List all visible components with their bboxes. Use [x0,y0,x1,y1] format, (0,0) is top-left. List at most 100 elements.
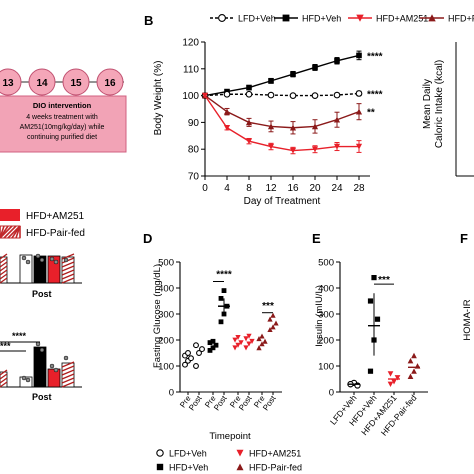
panel-d-xtick-label: Post [237,393,254,412]
panel-e-point [411,368,417,374]
panel-b-point [246,84,252,91]
panel-d-point-post [270,324,276,330]
panel-c-lower-hatch [61,377,75,384]
panel-d-xtick-label: Post [261,393,278,412]
panel-c-lower-point [35,341,41,347]
panel-b-xtick-label: 8 [246,183,252,194]
legend-bottom-label: LFD+Veh [169,449,207,459]
panel-e-point [387,381,394,388]
panel-d-ytick-label: 100 [158,362,174,373]
panel-b-chart: Body Weight (%) Day of Treatment 7080901… [153,38,383,208]
panel-c-lower-point [53,367,59,373]
panel-b-point [289,124,297,131]
panel-c-lower-hatch [0,369,8,376]
panel-b-xtick-label: 24 [331,183,343,194]
panel-e-chart: Insulin (mIU/L) 0100200300400500LFD+VehH… [314,258,428,438]
panel-b-xtick-label: 12 [265,183,277,194]
panel-d-point-pre [210,338,216,344]
panel-d-point-pre [232,345,238,351]
timeline: 13 14 15 16 DIO intervention 4 weeks treatm… [0,68,127,153]
panel-c-upper-point [53,259,59,265]
panel-b-point [333,116,341,123]
panel-b-point [267,143,275,150]
panel-b-point [223,124,231,131]
panel-d-point-post [221,288,227,293]
panel-c-upper-point [49,256,55,262]
panel-c-significance: **** [12,331,27,341]
panel-b-ytick-label: 90 [188,118,200,129]
panel-b-ytick-label: 100 [182,91,199,102]
panel-c-upper-point [21,255,27,261]
panel-d-ytick-label: 500 [158,258,174,269]
panel-c-lower-hatch [61,369,75,376]
panel-b-point [223,108,231,115]
panel-b-series-line [204,54,360,97]
panel-c-upper-point [39,257,45,263]
panel-b-point [245,90,253,98]
legend-top: LFD+Veh HFD+Veh HFD+AM251 HFD+Pair-fed [210,14,474,24]
panel-b-series-line [204,95,359,152]
panel-d-point-post [246,333,252,339]
panel-label-b: B [144,13,153,28]
panel-d-point-post [249,338,255,344]
panel-b-point [201,92,209,99]
panel-c-lower-xlabel: Post [32,392,52,402]
panel-c-lower-point [39,347,45,353]
intervention-line-1: 4 weeks treatment with [26,114,98,121]
panel-d-point-post [196,350,202,356]
legend-top-marker [428,14,436,22]
legend-c-label: HFD-Pair-fed [26,228,85,239]
panel-c-upper-hatch [0,261,8,268]
legend-top-label: LFD+Veh [238,14,276,24]
panel-d-significance: *** [262,301,274,312]
panel-e-point [374,316,381,322]
panel-c-lower-hatch [0,377,8,384]
panel-c-upper-hatch [61,261,75,268]
panel-b-ytick-label: 110 [183,64,199,75]
legend-c: HFD+AM251 HFD-Pair-fed [0,209,85,239]
timeline-week-circle [96,68,124,96]
panel-b-point [333,143,341,150]
panel-d-point-pre [256,336,262,342]
legend-bottom-marker [156,449,164,457]
panel-c-upper-point [25,259,31,265]
legend-top-label: HFD+Veh [302,14,341,24]
panel-d-point-post [273,320,279,326]
panel-label-d: D [143,231,152,246]
panel-e-point [387,371,394,377]
panel-c-upper-hatch [0,273,8,280]
panel-b-xtick-label: 4 [224,183,230,194]
panel-d-point-pre [185,350,191,356]
panel-c-lower-bar [47,368,61,388]
panel-b-point [333,91,341,99]
panel-b-ylabel: Body Weight (%) [153,61,164,136]
panel-c-lower-chart: ******* [0,331,82,388]
legend-bottom-label: HFD-Pair-fed [249,463,302,473]
panel-c-partial: HFD+AM251 HFD-Pair-fed Post ******* Post [0,209,85,402]
panel-d-point-post [246,341,252,347]
panel-d-point-pre [213,342,219,348]
timeline-week-circle [62,68,90,96]
caloric-ylabel-line-1: Mean Daily [422,79,433,129]
partial-caloric-panel: Mean Daily Caloric Intake (kcal) [422,42,474,177]
timeline-week-label: 15 [70,78,82,89]
legend-top-marker [218,14,226,22]
panel-e-ylabel: Insulin (mIU/L) [314,285,325,347]
panel-d-point-post [243,345,249,351]
panel-b-xtick-label: 0 [202,183,208,194]
panel-d-point-pre [262,338,268,344]
panel-c-lower-point [25,377,31,383]
panel-d-point-post [218,319,224,325]
panel-c-lower-point [49,363,55,369]
timeline-week-label: 13 [2,78,14,89]
panel-c-lower-hatch [61,365,75,372]
panel-c-upper-chart [0,253,82,284]
panel-c-upper-point [63,257,69,263]
panel-d-point-pre [188,355,194,362]
panel-b-point [311,92,319,99]
panel-c-upper-hatch [0,253,8,260]
panel-e-point [411,352,417,359]
panel-b-point [355,143,363,150]
legend-c-swatch [0,209,20,221]
